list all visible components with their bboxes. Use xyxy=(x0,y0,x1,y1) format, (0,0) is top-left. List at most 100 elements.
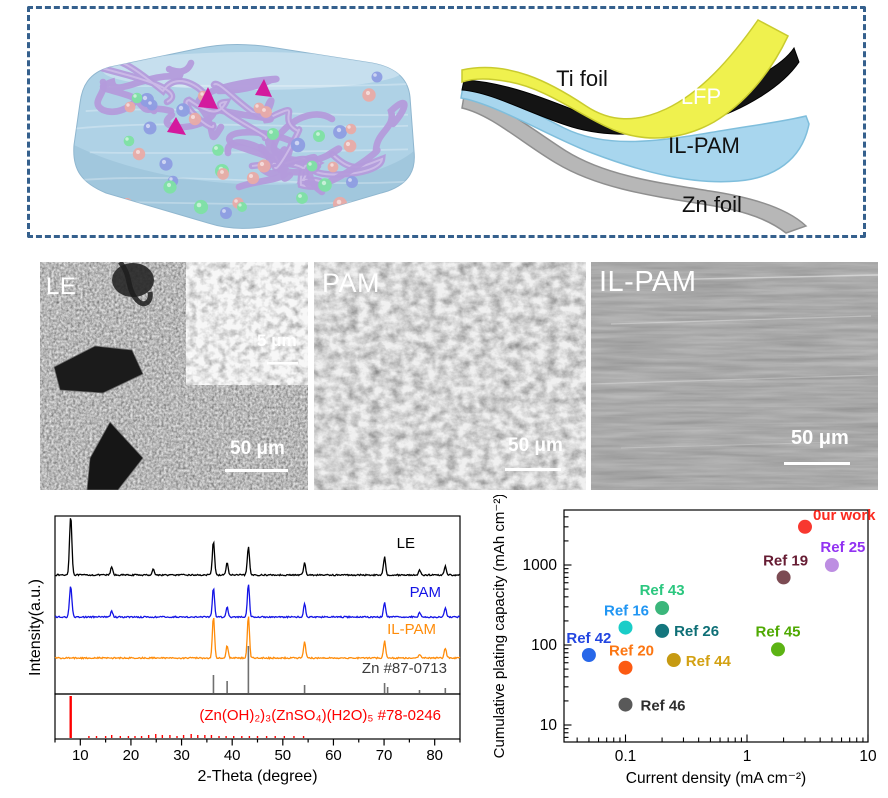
x-tick-label: 1 xyxy=(743,748,752,765)
data-point-ref-16 xyxy=(618,620,633,635)
ion-sphere xyxy=(246,171,260,185)
ti-foil-layer xyxy=(461,19,789,139)
x-tick-label: 10 xyxy=(72,747,89,764)
scatter-y-axis-title: Cumulative plating capacity (mAh cm⁻²) xyxy=(491,495,508,758)
ion-sphere xyxy=(176,103,190,117)
ion-sphere xyxy=(217,168,229,180)
x-tick-label: 40 xyxy=(224,747,241,764)
ion-sphere xyxy=(212,144,224,156)
polymer-chain xyxy=(303,99,408,190)
xrd-x-axis-title: 2-Theta (degree) xyxy=(197,768,317,785)
zn-foil-layer xyxy=(461,95,808,234)
hydrogel-illustration xyxy=(73,44,415,229)
scale-bar-label-il-pam: 50 μm xyxy=(791,427,849,449)
sem-label-il-pam: IL-PAM xyxy=(599,266,697,298)
ion-sphere xyxy=(371,71,383,83)
ion-sphere xyxy=(163,180,177,194)
x-tick-label: 60 xyxy=(325,747,342,764)
ion-sphere xyxy=(220,207,232,219)
data-point-label: Ref 42 xyxy=(566,630,611,647)
plating-capacity-scatter-chart: 0.1 1 10 10 100 1000 0ur work Ref 25 Ref 19 Ref 4… xyxy=(480,494,888,798)
data-point-label: Ref 16 xyxy=(604,603,649,620)
ion-sphere xyxy=(159,157,173,171)
ion-sphere xyxy=(343,139,357,153)
data-point-ref-26 xyxy=(655,623,670,638)
y-tick-label: 10 xyxy=(540,717,558,734)
ion-sphere xyxy=(131,92,143,104)
sem-panel-le: LE 5 μm 50 μm xyxy=(40,262,308,490)
zn-plate-crystal-2 xyxy=(86,421,144,490)
sem-image-le xyxy=(40,262,308,490)
lfp-label: LFP xyxy=(681,84,721,109)
x-tick-label: 80 xyxy=(426,747,443,764)
ion-sphere xyxy=(306,160,318,172)
il-pam-layer xyxy=(460,85,810,183)
x-tick-label: 70 xyxy=(376,747,393,764)
zhs-reference-label: (Zn(OH)₂)₃(ZnSO₄)(H2O)₅ #78-0246 xyxy=(199,707,441,724)
data-point-label: Ref 43 xyxy=(640,582,685,599)
sem-image-pam xyxy=(314,262,586,490)
ionic-liquid-cone xyxy=(167,117,186,135)
data-point-label: Ref 20 xyxy=(609,643,654,660)
ion-sphere xyxy=(143,121,157,135)
scatter-axes-frame xyxy=(563,509,869,743)
zn-foil-label: Zn foil xyxy=(682,192,742,217)
xrd-series-label: PAM xyxy=(410,584,441,601)
ion-sphere xyxy=(123,135,135,147)
xrd-trace-LE xyxy=(54,518,461,577)
ion-sphere xyxy=(257,159,271,173)
ion-sphere xyxy=(313,130,325,142)
sem-inset-le xyxy=(192,262,308,379)
data-point-label: Ref 45 xyxy=(755,623,800,640)
sem-image-il-pam xyxy=(591,262,878,490)
ion-sphere xyxy=(346,176,358,188)
xrd-trace-IL-PAM xyxy=(54,616,461,660)
scale-bar-line-pam xyxy=(505,468,561,471)
data-point-label: Ref 44 xyxy=(686,653,732,670)
data-point-label: Ref 19 xyxy=(763,552,808,569)
x-tick-label: 50 xyxy=(274,747,291,764)
ion-sphere xyxy=(296,192,308,204)
data-point-ref-25 xyxy=(824,558,839,572)
ion-sphere xyxy=(193,199,209,215)
data-point-ref-43 xyxy=(655,601,670,615)
ion-sphere xyxy=(327,161,339,173)
inset-scale-bar-label: 5 μm xyxy=(257,331,297,350)
ionic-liquid-cone xyxy=(198,87,218,109)
xrd-trace-PAM xyxy=(54,584,461,619)
ion-sphere xyxy=(362,88,376,102)
xrd-plot: 10 20 30 40 50 60 70 80 LE PAM IL-PAM Zn #87-0713 (Z… xyxy=(27,515,461,785)
inset-scale-bar-line xyxy=(267,362,298,365)
zn-plate-crystal-1 xyxy=(53,345,144,394)
scatter-plot: 0.1 1 10 10 100 1000 0ur work Ref 25 Ref 19 Ref 4… xyxy=(491,494,877,787)
sem-panel-il-pam: IL-PAM 50 μm xyxy=(591,262,878,490)
ion-sphere xyxy=(356,205,370,219)
scale-bar-line-il-pam xyxy=(784,462,850,465)
y-tick-label: 1000 xyxy=(523,557,558,574)
data-point-ref-19 xyxy=(776,570,791,585)
polymer-chain xyxy=(257,137,343,167)
polymer-chain xyxy=(100,59,195,115)
x-tick-label: 20 xyxy=(123,747,140,764)
xrd-series-label: IL-PAM xyxy=(387,621,436,638)
schematic-panel-border xyxy=(27,6,866,238)
data-point-label: Ref 46 xyxy=(641,698,686,715)
polymer-chain-highlight xyxy=(213,83,301,170)
ion-sphere xyxy=(124,101,136,113)
ion-sphere xyxy=(345,123,357,135)
zn-reference-label: Zn #87-0713 xyxy=(362,660,447,677)
x-tick-label: 30 xyxy=(173,747,190,764)
sem-panel-pam: PAM 50 μm xyxy=(314,262,586,490)
ion-sphere xyxy=(237,202,247,212)
ion-sphere xyxy=(132,147,146,161)
xrd-series-label: LE xyxy=(397,535,415,552)
scale-bar-label-pam: 50 μm xyxy=(508,435,563,456)
water-streak xyxy=(89,148,409,154)
data-point-label: Ref 25 xyxy=(820,539,865,556)
ionic-liquid-cone xyxy=(255,79,272,97)
xrd-chart: 10 20 30 40 50 60 70 80 LE PAM IL-PAM Zn #87-0713 (Z… xyxy=(27,500,473,798)
data-point-label: Ref 26 xyxy=(674,623,719,640)
electrode-stack-illustration: Ti foil LFP IL-PAM Zn foil xyxy=(460,19,810,234)
data-point-0ur-work xyxy=(798,519,812,534)
